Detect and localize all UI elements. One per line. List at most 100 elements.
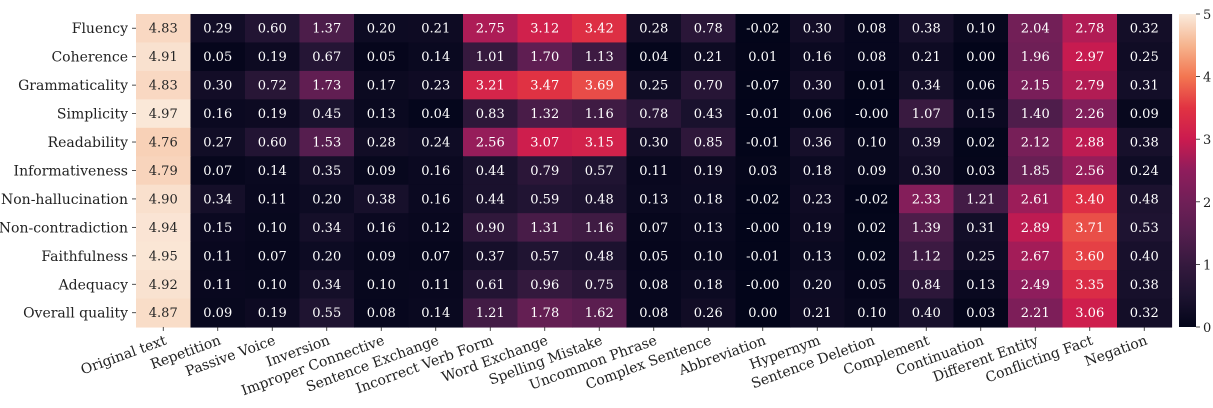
heatmap-cell (299, 127, 355, 157)
heatmap-cell (463, 298, 519, 328)
heatmap-cell (899, 213, 955, 243)
row-label: Grammaticality (18, 78, 128, 94)
heatmap-cell (844, 14, 900, 44)
heatmap-cell (1062, 241, 1118, 271)
row-label: Fluency (72, 21, 128, 37)
cell-value-label: 0.16 (803, 50, 832, 65)
cell-value-label: 0.14 (258, 164, 287, 179)
cell-value-label: 0.00 (966, 50, 995, 65)
heatmap-cell (299, 184, 355, 214)
heatmap-cell (245, 270, 301, 300)
heatmap-cell (136, 14, 192, 44)
heatmap-cell (190, 14, 246, 44)
cell-value-label: 0.40 (912, 306, 941, 321)
cell-value-label: 0.06 (966, 79, 995, 94)
cell-value-label: 0.05 (367, 50, 396, 65)
heatmap-cell (899, 14, 955, 44)
cell-value-label: 0.34 (312, 278, 341, 293)
heatmap-cell (408, 127, 464, 157)
heatmap-cell (681, 298, 737, 328)
colorbar-tick-label: 5 (1203, 8, 1211, 23)
cell-value-label: 0.60 (258, 22, 287, 37)
cell-value-label: 0.38 (367, 192, 396, 207)
cell-value-label: 2.97 (1075, 50, 1104, 65)
heatmap-cell (681, 70, 737, 100)
cell-value-label: 2.78 (1075, 22, 1104, 37)
cell-value-label: 2.21 (1021, 306, 1050, 321)
row-label: Coherence (51, 50, 128, 66)
heatmap-cell (190, 241, 246, 271)
heatmap-cell (463, 213, 519, 243)
cell-value-label: 4.94 (149, 221, 178, 236)
cell-value-label: 0.31 (1130, 79, 1159, 94)
cell-value-label: 0.40 (1130, 249, 1159, 264)
heatmap-cell (790, 70, 846, 100)
heatmap-cell (790, 42, 846, 72)
cell-value-label: 0.36 (803, 136, 832, 151)
cell-value-label: 0.16 (421, 192, 450, 207)
cell-value-label: 0.19 (258, 306, 287, 321)
heatmap-cell (190, 42, 246, 72)
cell-value-label: 0.44 (476, 192, 505, 207)
heatmap-cell (735, 270, 791, 300)
cell-value-label: 1.53 (312, 136, 341, 151)
cell-value-label: 0.13 (694, 221, 723, 236)
colorbar: 0 1 2 3 4 5 (1179, 8, 1211, 336)
cell-value-label: 0.09 (857, 164, 886, 179)
cell-value-label: 0.06 (803, 107, 832, 122)
cell-value-label: 3.40 (1075, 192, 1104, 207)
cell-value-label: 0.31 (966, 221, 995, 236)
cell-value-label: 0.11 (258, 192, 287, 207)
heatmap-cell (136, 298, 192, 328)
cell-value-label: 0.96 (530, 278, 559, 293)
heatmap-cell (790, 127, 846, 157)
cell-value-label: 0.10 (966, 22, 995, 37)
heatmap-cell (354, 241, 410, 271)
cell-value-label: 0.24 (1130, 164, 1159, 179)
cell-value-label: 2.56 (1075, 164, 1104, 179)
cell-value-label: 1.96 (1021, 50, 1050, 65)
heatmap-cell (899, 156, 955, 186)
heatmap-cell (844, 241, 900, 271)
cell-value-label: 0.12 (421, 221, 450, 236)
heatmap-cell (136, 184, 192, 214)
cell-value-label: 4.97 (149, 107, 178, 122)
heatmap-cell (245, 42, 301, 72)
heatmap-cell (844, 99, 900, 129)
row-label: Overall quality (23, 306, 128, 322)
cell-value-label: 0.43 (694, 107, 723, 122)
heatmap-cell (1062, 127, 1118, 157)
cell-value-label: 0.21 (912, 50, 941, 65)
heatmap-cell (790, 213, 846, 243)
cell-value-label: 1.16 (585, 107, 614, 122)
cell-value-label: 3.42 (585, 22, 614, 37)
heatmap-cell (245, 127, 301, 157)
heatmap-cell (299, 42, 355, 72)
heatmap-cell (517, 241, 573, 271)
cell-value-label: 1.12 (912, 249, 941, 264)
cell-value-label: -0.02 (746, 192, 779, 207)
heatmap-cell (190, 156, 246, 186)
heatmap-cell (735, 241, 791, 271)
cell-value-label: 0.28 (639, 22, 668, 37)
cell-value-label: 0.02 (857, 249, 886, 264)
heatmap-cell (681, 213, 737, 243)
heatmap-cell (463, 127, 519, 157)
cell-value-label: 4.83 (149, 22, 178, 37)
cell-value-label: 0.53 (1130, 221, 1159, 236)
cell-value-label: 0.11 (639, 164, 668, 179)
heatmap-cell (1117, 270, 1173, 300)
cell-value-label: 2.88 (1075, 136, 1104, 151)
cell-value-label: -0.01 (746, 249, 779, 264)
cell-value-label: 0.03 (966, 306, 995, 321)
cell-value-label: 0.13 (803, 249, 832, 264)
heatmap-cell (1117, 14, 1173, 44)
cell-value-label: 0.05 (857, 278, 886, 293)
heatmap-cell (953, 241, 1009, 271)
heatmap-cell (735, 213, 791, 243)
column-label: Negation (1083, 333, 1150, 370)
cell-value-label: 0.08 (857, 22, 886, 37)
cell-value-label: 0.03 (748, 164, 777, 179)
heatmap-cell (735, 99, 791, 129)
